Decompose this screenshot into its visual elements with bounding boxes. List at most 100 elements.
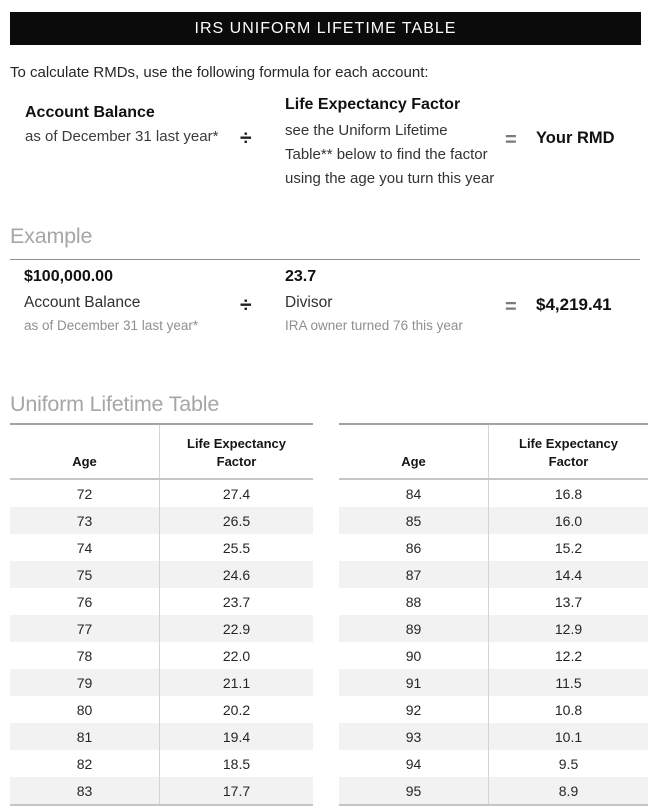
factor-cell: 8.9 <box>558 782 579 799</box>
table-row: 83 17.7 <box>10 777 313 804</box>
example-balance-label: Account Balance <box>24 294 141 311</box>
header-bar: IRS UNIFORM LIFETIME TABLE <box>10 12 641 45</box>
factor-cell: 16.8 <box>554 485 583 502</box>
factor-cell: 20.2 <box>222 701 251 718</box>
age-cell: 92 <box>339 696 489 723</box>
factor-column-header: Life Expectancy Factor <box>519 436 618 469</box>
factor-cell: 14.4 <box>554 566 583 583</box>
factor-cell: 22.9 <box>222 620 251 637</box>
table-body-right: 84 16.8 85 16.0 86 15.2 87 14.4 88 13.7 89 12.9 90 12… <box>339 480 648 806</box>
life-expectancy-line-3: using the age you turn this year <box>285 170 495 188</box>
table-row: 94 9.5 <box>339 750 648 777</box>
divide-symbol: ÷ <box>240 127 252 150</box>
factor-cell: 26.5 <box>222 512 251 529</box>
age-cell: 88 <box>339 588 489 615</box>
table-row: 81 19.4 <box>10 723 313 750</box>
age-cell: 95 <box>339 777 489 804</box>
factor-cell: 17.7 <box>222 782 251 799</box>
table-row: 74 25.5 <box>10 534 313 561</box>
example-heading: Example <box>10 224 93 248</box>
account-balance-title: Account Balance <box>25 104 155 121</box>
table-row: 78 22.0 <box>10 642 313 669</box>
factor-cell: 25.5 <box>222 539 251 556</box>
account-balance-subtitle: as of December 31 last year* <box>25 128 219 145</box>
age-column-header: Age <box>10 425 160 478</box>
your-rmd-label: Your RMD <box>536 129 615 147</box>
uniform-table-right: Age Life Expectancy Factor 84 16.8 85 16.0 8… <box>339 423 648 806</box>
factor-cell: 10.1 <box>554 728 583 745</box>
factor-cell: 24.6 <box>222 566 251 583</box>
table-header: Age Life Expectancy Factor <box>10 423 313 480</box>
factor-cell: 19.4 <box>222 728 251 745</box>
table-row: 84 16.8 <box>339 480 648 507</box>
age-cell: 80 <box>10 696 160 723</box>
age-cell: 72 <box>10 480 160 507</box>
factor-column-header: Life Expectancy Factor <box>187 436 286 469</box>
age-cell: 73 <box>10 507 160 534</box>
example-balance-value: $100,000.00 <box>24 268 113 285</box>
factor-cell: 27.4 <box>222 485 251 502</box>
example-balance-note: as of December 31 last year* <box>24 318 199 333</box>
table-row: 88 13.7 <box>339 588 648 615</box>
age-cell: 79 <box>10 669 160 696</box>
factor-cell: 13.7 <box>554 593 583 610</box>
table-row: 90 12.2 <box>339 642 648 669</box>
table-row: 77 22.9 <box>10 615 313 642</box>
age-cell: 89 <box>339 615 489 642</box>
factor-cell: 21.1 <box>222 674 251 691</box>
age-cell: 91 <box>339 669 489 696</box>
age-cell: 90 <box>339 642 489 669</box>
table-row: 80 20.2 <box>10 696 313 723</box>
age-cell: 85 <box>339 507 489 534</box>
age-cell: 93 <box>339 723 489 750</box>
example-divide-symbol: ÷ <box>240 294 252 317</box>
example-divisor-note: IRA owner turned 76 this year <box>285 318 463 333</box>
factor-cell: 18.5 <box>222 755 251 772</box>
life-expectancy-description: see the Uniform Lifetime Table** below t… <box>285 119 494 192</box>
example-divider-line <box>10 259 640 260</box>
table-row: 75 24.6 <box>10 561 313 588</box>
table-row: 92 10.8 <box>339 696 648 723</box>
factor-cell: 12.2 <box>554 647 583 664</box>
table-row: 93 10.1 <box>339 723 648 750</box>
uniform-lifetime-tables: Age Life Expectancy Factor 72 27.4 73 26.5 7… <box>10 423 648 806</box>
table-row: 73 26.5 <box>10 507 313 534</box>
life-expectancy-line-2: Table** below to find the factor <box>285 146 488 164</box>
factor-cell: 23.7 <box>222 593 251 610</box>
factor-cell: 9.5 <box>558 755 579 772</box>
age-cell: 86 <box>339 534 489 561</box>
table-row: 95 8.9 <box>339 777 648 804</box>
factor-cell: 10.8 <box>554 701 583 718</box>
table-row: 76 23.7 <box>10 588 313 615</box>
age-cell: 81 <box>10 723 160 750</box>
table-row: 91 11.5 <box>339 669 648 696</box>
age-cell: 75 <box>10 561 160 588</box>
table-section-heading: Uniform Lifetime Table <box>10 392 220 416</box>
example-equals-symbol: = <box>505 296 517 318</box>
age-cell: 77 <box>10 615 160 642</box>
example-divisor-label: Divisor <box>285 294 333 311</box>
table-row: 82 18.5 <box>10 750 313 777</box>
table-body-left: 72 27.4 73 26.5 74 25.5 75 24.6 76 23.7 77 22.9 78 22… <box>10 480 313 806</box>
age-cell: 74 <box>10 534 160 561</box>
age-cell: 78 <box>10 642 160 669</box>
uniform-table-left: Age Life Expectancy Factor 72 27.4 73 26.5 7… <box>10 423 313 806</box>
age-cell: 87 <box>339 561 489 588</box>
table-header: Age Life Expectancy Factor <box>339 423 648 480</box>
age-cell: 82 <box>10 750 160 777</box>
factor-cell: 12.9 <box>554 620 583 637</box>
age-cell: 83 <box>10 777 160 804</box>
age-cell: 94 <box>339 750 489 777</box>
table-row: 79 21.1 <box>10 669 313 696</box>
page-title: IRS UNIFORM LIFETIME TABLE <box>194 20 457 37</box>
equals-symbol: = <box>505 129 517 151</box>
factor-cell: 11.5 <box>555 674 582 691</box>
factor-cell: 15.2 <box>554 539 583 556</box>
age-cell: 84 <box>339 480 489 507</box>
table-row: 86 15.2 <box>339 534 648 561</box>
factor-cell: 22.0 <box>222 647 251 664</box>
table-row: 89 12.9 <box>339 615 648 642</box>
life-expectancy-title: Life Expectancy Factor <box>285 96 461 113</box>
life-expectancy-line-1: see the Uniform Lifetime <box>285 122 448 139</box>
